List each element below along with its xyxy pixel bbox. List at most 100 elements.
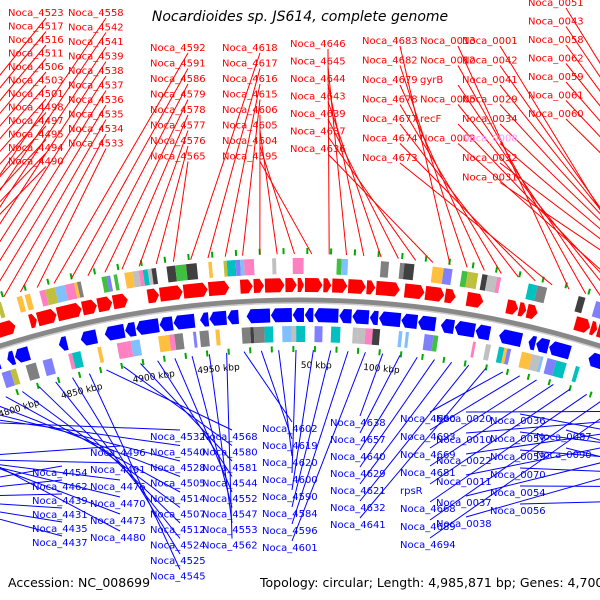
gene-label-bottom: Noca_4476 (90, 482, 146, 493)
gene-leader-top (0, 44, 47, 102)
outer-tick-mark (587, 288, 591, 295)
forward-cog-block (235, 259, 241, 276)
gene-leader-bottom (465, 478, 600, 518)
reverse-cog-block (199, 330, 210, 348)
gene-label-top: Noca_4646 (290, 39, 346, 50)
gene-label-top: Noca_4604 (222, 136, 278, 147)
reverse-cog-block (314, 326, 323, 343)
forward-cog-block (465, 271, 479, 290)
forward-gene-arrow (517, 302, 527, 317)
gene-label-top: Noca_4615 (222, 90, 278, 101)
forward-gene-arrow (0, 320, 16, 338)
gene-leader-bottom (291, 352, 366, 542)
gene-label-top: Noca_4498 (8, 103, 64, 114)
gene-leader-top (0, 104, 107, 282)
gene-label-bottom: Noca_0053 (490, 452, 546, 463)
forward-gene-arrow (253, 278, 265, 294)
forward-cog-block (574, 295, 586, 314)
gene-leader-bottom (0, 419, 181, 446)
gene-label-bottom: rpsR (400, 486, 423, 497)
gene-leader-bottom (208, 354, 233, 524)
forward-cog-block (76, 281, 84, 298)
gene-label-bottom: Noca_0011 (436, 477, 492, 488)
gene-label-bottom: Noca_4439 (32, 496, 88, 507)
gene-label-top: Noca_4674 (362, 134, 418, 145)
gene-leader-top (53, 52, 189, 284)
gene-leader-top (121, 114, 189, 270)
reverse-cog-block (397, 331, 403, 348)
gene-leader-top (0, 98, 47, 153)
gene-leader-bottom (123, 366, 233, 446)
gene-label-top: Noca_4645 (290, 57, 346, 68)
gene-label-top: Noca_0012 (420, 56, 476, 67)
forward-cog-block (479, 274, 488, 291)
gene-label-top: Noca_4639 (290, 109, 346, 120)
gene-label-top: Noca_0051 (528, 0, 584, 9)
forward-gene-arrow (28, 313, 37, 329)
forward-cog-block (44, 287, 59, 306)
gene-label-top: Noca_4490 (8, 157, 64, 168)
outer-tick-mark (424, 255, 428, 262)
gene-leader-bottom (429, 379, 537, 449)
gene-leader-top (242, 99, 261, 256)
gene-label-top: Noca_4592 (150, 43, 206, 54)
gene-leader-top (399, 65, 468, 268)
inner-tick-mark (378, 349, 381, 356)
scale-label: 50 kbp (301, 361, 332, 372)
inner-tick-mark (162, 355, 166, 362)
forward-gene-arrow (304, 278, 323, 293)
forward-cog-block (484, 275, 498, 293)
reverse-cog-block (71, 351, 84, 369)
outer-tick-mark (46, 278, 50, 285)
reverse-gene-arrow (475, 324, 492, 341)
gene-leader-bottom (429, 418, 600, 539)
gene-label-bottom: Noca_4491 (90, 465, 146, 476)
gene-leader-bottom (359, 357, 418, 451)
outer-tick-mark (401, 252, 404, 260)
forward-gene-arrow (366, 280, 376, 295)
gene-label-top: Noca_4618 (222, 43, 278, 54)
forward-gene-arrow (588, 320, 598, 336)
gene-label-bottom: Noca_4602 (262, 424, 318, 435)
reverse-gene-arrow (314, 308, 339, 323)
gene-label-bottom: Noca_4590 (262, 492, 318, 503)
forward-gene-arrow (573, 316, 591, 333)
gene-label-top: Noca_0061 (528, 91, 584, 102)
inner-tick-mark (141, 358, 145, 366)
reverse-gene-arrow (418, 315, 437, 332)
gene-label-top: Noca_0041 (462, 75, 518, 86)
forward-gene-arrow (35, 308, 57, 327)
gene-label-bottom: Noca_4693 (400, 432, 456, 443)
gene-leader-bottom (88, 373, 181, 570)
gene-label-bottom: Noca_0036 (490, 416, 546, 427)
reverse-gene-arrow (0, 363, 2, 370)
forward-gene-arrow (111, 293, 128, 310)
gene-label-bottom: Noca_4462 (32, 482, 88, 493)
gene-leader-bottom (191, 356, 233, 508)
gene-leader-bottom (278, 350, 293, 457)
gene-label-top: Noca_4494 (8, 143, 64, 154)
gene-leader-bottom (0, 518, 63, 537)
inner-tick-mark (526, 373, 531, 381)
gene-leader-top (0, 90, 107, 262)
forward-cog-block (166, 265, 177, 283)
reverse-cog-block (168, 334, 177, 351)
gene-label-top: Noca_0042 (462, 56, 518, 67)
gene-leader-top (138, 130, 189, 267)
forward-cog-block (24, 293, 35, 311)
gene-label-bottom: Noca_4657 (330, 435, 386, 446)
forward-cog-block (441, 267, 453, 286)
outer-tick-mark (0, 291, 4, 298)
reverse-gene-arrow (173, 313, 196, 330)
gene-leader-bottom (519, 501, 600, 505)
gene-leader-bottom (429, 375, 521, 431)
gene-label-top: Noca_4673 (362, 153, 418, 164)
forward-cog-block (132, 270, 142, 288)
gene-leader-top (399, 45, 451, 265)
reverse-cog-block (126, 340, 134, 358)
gene-label-top: Noca_4516 (8, 35, 64, 46)
reverse-cog-block (174, 333, 185, 351)
gene-label-bottom: Noca_4507 (150, 510, 206, 521)
reverse-cog-block (356, 327, 366, 345)
gene-leader-bottom (72, 377, 181, 555)
